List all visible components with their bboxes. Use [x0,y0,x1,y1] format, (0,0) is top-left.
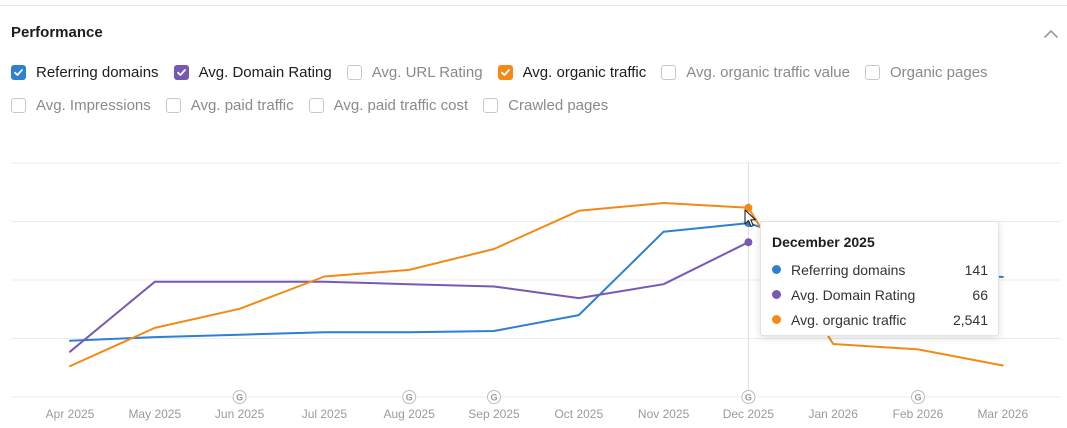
metric-toggle-organic-pages[interactable]: Organic pages [864,63,988,81]
annotation-marker-icon: G [487,390,501,404]
metric-toggle-avg-paid-traffic[interactable]: Avg. paid traffic [165,96,294,114]
x-tick-label: Jun 2025 [215,407,265,421]
annotation-circle [911,390,925,404]
series-dot-icon [772,290,781,299]
series-dot-icon [772,265,781,274]
x-tick-label: Nov 2025 [638,407,690,421]
metric-toggle-avg-paid-traffic-cost[interactable]: Avg. paid traffic cost [308,96,469,114]
annotation-marker-icon: G [911,390,925,404]
annotation-circle [487,390,501,404]
metric-label: Avg. organic traffic [522,63,647,81]
annotation-marker-icon: G [232,390,247,404]
tooltip-series-name: Avg. Domain Rating [791,286,916,303]
metric-toggle-avg-domain-rating[interactable]: Avg. Domain Rating [173,63,332,81]
x-tick-label: Dec 2025 [723,407,775,421]
annotation-label: G [914,393,921,403]
x-tick-label: Jan 2026 [809,407,859,421]
metric-label: Avg. URL Rating [371,63,483,81]
hover-point [744,238,753,247]
x-tick-label: Feb 2026 [893,407,944,421]
hover-point [744,203,753,212]
metric-toggle-avg-organic-traffic[interactable]: Avg. organic traffic [497,63,647,81]
annotation-label: G [236,393,243,403]
metric-label: Referring domains [36,63,159,81]
annotation-label: G [745,393,752,403]
metrics-legend: Referring domains Avg. Domain Rating Avg. … [11,61,1061,127]
legend-row: Referring domains Avg. Domain Rating Avg. … [11,61,1061,83]
checkbox-unchecked-icon[interactable] [483,97,499,113]
series-dot-icon [772,315,781,324]
annotation-circle [232,390,247,404]
metric-toggle-crawled-pages[interactable]: Crawled pages [483,97,608,114]
metric-label: Avg. organic traffic value [686,63,850,81]
series-avg-domain-rating [69,238,753,353]
annotation-circle [741,390,756,404]
checkbox-unchecked-icon[interactable] [11,97,26,113]
tooltip-series-value: 141 [964,261,988,278]
metric-toggle-referring-domains[interactable]: Referring domains [11,64,159,81]
metric-label: Avg. paid traffic cost [333,96,469,114]
legend-row: Avg. Impressions Avg. paid traffic Avg. pa… [11,94,1061,116]
series-line [69,241,750,353]
checkbox-checked-icon[interactable] [11,64,26,80]
annotation-marker-icon: G [402,390,417,404]
x-tick-label: Aug 2025 [384,407,436,421]
series-avg-organic-traffic [69,202,1004,368]
tooltip-row: Avg. Domain Rating 66 [772,282,988,307]
x-tick-label: Sep 2025 [468,407,520,421]
metric-label: Avg. Impressions [36,96,151,114]
tooltip-row: Avg. organic traffic 2,541 [772,307,988,332]
tooltip-series-name: Avg. organic traffic [791,311,907,328]
checkbox-unchecked-icon[interactable] [661,64,677,80]
metric-label: Avg. paid traffic [190,96,294,114]
checkbox-unchecked-icon[interactable] [864,64,880,80]
tooltip-title: December 2025 [772,234,875,250]
performance-chart: G G G G G Apr 2025 May 2025 Jun 2025 Jul 2025 Aug… [11,162,1061,421]
section-title: Performance [11,24,103,41]
x-tick-label: Mar 2026 [977,407,1028,421]
metric-label: Avg. Domain Rating [198,63,332,81]
tooltip-series-value: 2,541 [952,311,988,328]
checkbox-checked-icon[interactable] [497,64,513,80]
series-line [69,202,1004,368]
top-divider [0,5,1067,6]
annotation-marker-icon: G [741,390,756,404]
mouse-cursor-icon [744,209,757,228]
metric-label: Crawled pages [508,96,609,114]
chart-tooltip: December 2025 Referring domains 141 Avg. D… [760,221,999,336]
x-tick-label: Oct 2025 [554,407,603,421]
tooltip-series-name: Referring domains [791,261,906,278]
annotation-label: G [490,393,497,403]
metric-toggle-avg-impressions[interactable]: Avg. Impressions [11,97,151,114]
metric-label: Organic pages [889,63,988,81]
chevron-up-icon[interactable] [1043,26,1059,42]
x-tick-label: May 2025 [128,407,181,421]
metric-toggle-avg-organic-traffic-value[interactable]: Avg. organic traffic value [661,64,850,81]
checkbox-unchecked-icon[interactable] [346,64,362,80]
metric-toggle-avg-url-rating[interactable]: Avg. URL Rating [346,63,483,81]
checkbox-unchecked-icon[interactable] [165,97,181,113]
tooltip-series-value: 66 [972,286,988,303]
x-tick-label: Apr 2025 [46,407,95,421]
checkbox-checked-icon[interactable] [173,64,189,80]
annotation-circle [402,390,417,404]
tooltip-row: Referring domains 141 [772,257,988,282]
x-tick-label: Jul 2025 [302,407,348,421]
annotation-label: G [406,393,413,403]
checkbox-unchecked-icon[interactable] [308,97,324,113]
